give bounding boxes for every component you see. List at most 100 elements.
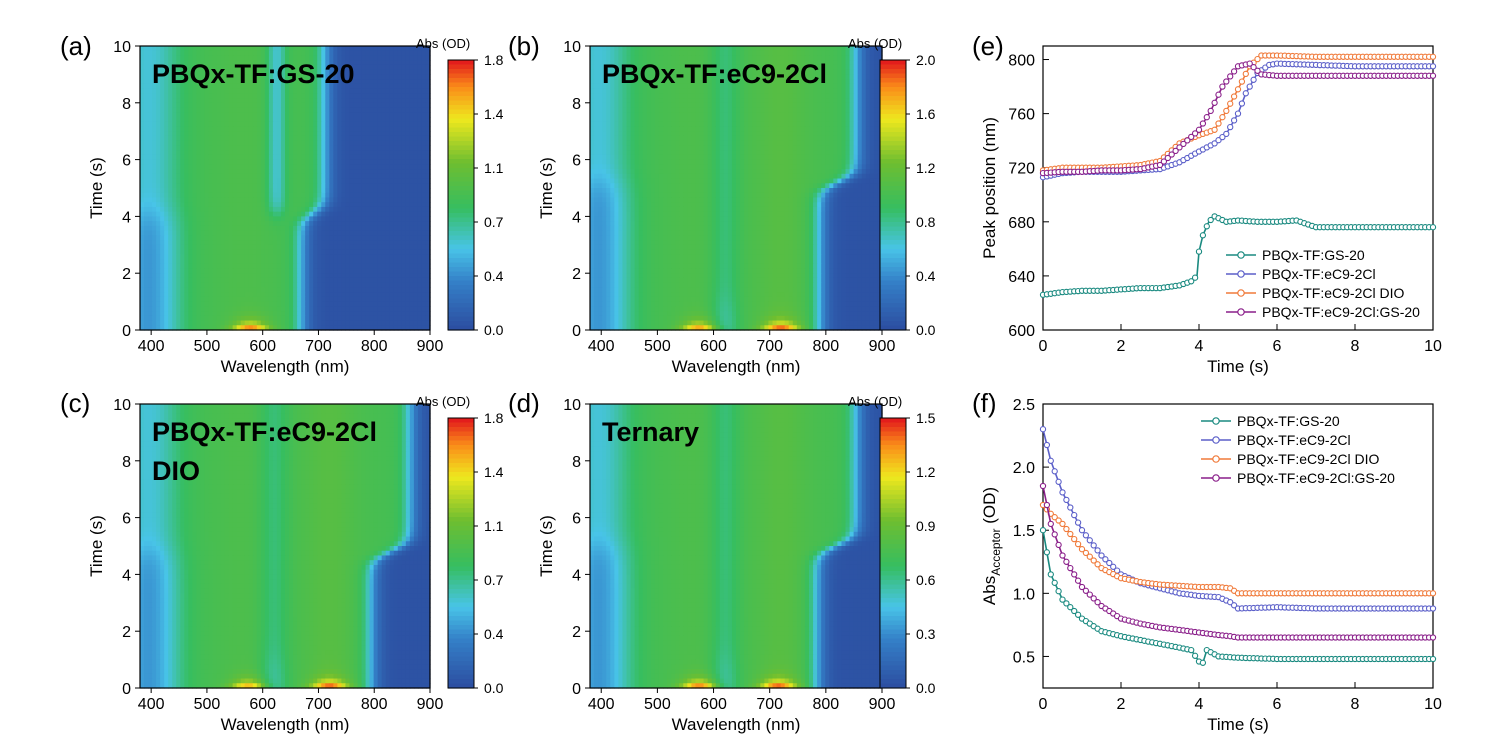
heatmap-cell <box>418 108 423 113</box>
colorbar-segment <box>448 173 474 178</box>
heatmap-cell <box>414 245 419 250</box>
heatmap-cell <box>285 89 290 94</box>
heatmap-cell <box>253 226 258 231</box>
heatmap-cell <box>325 287 330 292</box>
heatmap-cell <box>289 164 294 169</box>
heatmap-cell <box>217 197 222 202</box>
heatmap-cell <box>337 264 342 269</box>
heatmap-cell <box>631 51 636 56</box>
heatmap-cell <box>156 164 161 169</box>
heatmap-cell <box>168 112 173 117</box>
heatmap-cell <box>386 292 391 297</box>
heatmap-cell <box>309 311 314 316</box>
heatmap-cell <box>184 235 189 240</box>
heatmap-cell <box>168 264 173 269</box>
heatmap-cell <box>261 231 266 236</box>
heatmap-cell <box>281 197 286 202</box>
heatmap-cell <box>217 245 222 250</box>
x-tick-label: 600 <box>249 338 276 355</box>
heatmap-cell <box>341 245 346 250</box>
heatmap-cell <box>422 126 427 131</box>
heatmap-cell <box>285 141 290 146</box>
heatmap-cell <box>293 136 298 141</box>
heatmap-cell <box>398 245 403 250</box>
heatmap-cell <box>265 164 270 169</box>
heatmap-cell <box>406 169 411 174</box>
heatmap-cell <box>152 245 157 250</box>
heatmap-cell <box>229 216 234 221</box>
heatmap-cell <box>217 160 222 165</box>
heatmap-cell <box>366 316 371 321</box>
heatmap-cell <box>382 174 387 179</box>
heatmap-cell <box>241 221 246 226</box>
heatmap-cell <box>156 174 161 179</box>
heatmap-cell <box>374 122 379 127</box>
heatmap-cell <box>217 292 222 297</box>
heatmap-cell <box>695 46 700 51</box>
heatmap-cell <box>293 89 298 94</box>
heatmap-cell <box>273 122 278 127</box>
heatmap-cell <box>390 250 395 255</box>
heatmap-cell <box>144 183 149 188</box>
heatmap-cell <box>382 193 387 198</box>
heatmap-cell <box>362 136 367 141</box>
heatmap-cell <box>249 51 254 56</box>
heatmap-cell <box>362 155 367 160</box>
heatmap-cell <box>277 46 282 51</box>
heatmap-cell <box>253 117 258 122</box>
heatmap-cell <box>273 207 278 212</box>
heatmap-cell <box>862 55 867 60</box>
heatmap-cell <box>184 188 189 193</box>
panel-label-a: (a) <box>60 31 92 61</box>
heatmap-cell <box>325 98 330 103</box>
heatmap-cell <box>410 316 415 321</box>
heatmap-cell <box>362 117 367 122</box>
heatmap-cell <box>176 136 181 141</box>
heatmap-cell <box>253 164 258 169</box>
heatmap-cell <box>245 126 250 131</box>
heatmap-cell <box>422 311 427 316</box>
heatmap-cell <box>172 155 177 160</box>
heatmap-cell <box>241 188 246 193</box>
heatmap-cell <box>333 183 338 188</box>
heatmap-cell <box>325 136 330 141</box>
heatmap-cell <box>341 160 346 165</box>
heatmap-cell <box>200 273 205 278</box>
heatmap-cell <box>358 226 363 231</box>
heatmap-cell <box>329 278 334 283</box>
heatmap-cell <box>221 117 226 122</box>
heatmap-cell <box>225 250 230 255</box>
heatmap-cell <box>229 164 234 169</box>
heatmap-cell <box>362 79 367 84</box>
heatmap-cell <box>152 46 157 51</box>
heatmap-cell <box>204 235 209 240</box>
heatmap-cell <box>273 183 278 188</box>
heatmap-cell <box>297 292 302 297</box>
heatmap-cell <box>631 46 636 51</box>
heatmap-cell <box>370 103 375 108</box>
heatmap-cell <box>237 321 242 326</box>
heatmap-cell <box>156 321 161 326</box>
heatmap-cell <box>273 150 278 155</box>
heatmap-cell <box>390 141 395 146</box>
heatmap-cell <box>208 160 213 165</box>
heatmap-cell <box>406 46 411 51</box>
heatmap-cell <box>386 297 391 302</box>
heatmap-cell <box>358 216 363 221</box>
heatmap-cell <box>241 212 246 217</box>
colorbar-segment <box>448 60 474 65</box>
heatmap-cell <box>277 112 282 117</box>
heatmap-cell <box>156 240 161 245</box>
heatmap-cell <box>418 188 423 193</box>
heatmap-cell <box>208 311 213 316</box>
heatmap-cell <box>708 46 713 51</box>
heatmap-cell <box>289 259 294 264</box>
heatmap-cell <box>269 131 274 136</box>
heatmap-cell <box>382 268 387 273</box>
heatmap-cell <box>850 65 855 70</box>
heatmap-cell <box>410 65 415 70</box>
heatmap-cell <box>418 297 423 302</box>
heatmap-cell <box>192 155 197 160</box>
heatmap-cell <box>152 188 157 193</box>
heatmap-cell <box>317 89 322 94</box>
